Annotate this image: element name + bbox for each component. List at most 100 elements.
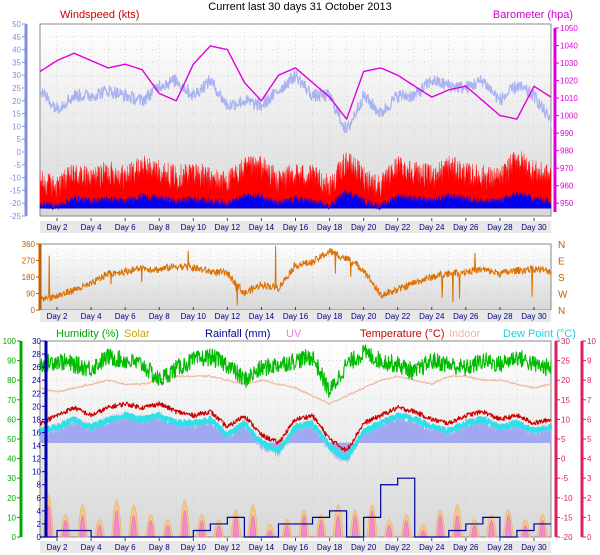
uv-peak (488, 520, 495, 538)
x-tick-label: Day 12 (215, 312, 241, 321)
wind-direction-series (39, 245, 552, 306)
uv-peak (385, 524, 393, 538)
x-tick-label: Day 14 (249, 223, 275, 232)
wind-axis-tick-label: -25 (9, 212, 21, 221)
wind-axis-tick-label: 15 (12, 110, 21, 119)
x-tick-label: Day 22 (385, 312, 411, 321)
rainfall-axis-tick-label: 24 (32, 376, 41, 385)
barometer-line (39, 45, 552, 120)
rainfall-axis-tick-label: 26 (32, 363, 41, 372)
temperature-axis-tick-label: -5 (561, 474, 569, 483)
x-tick-label: Day 28 (487, 312, 513, 321)
wind-axis-tick-label: 40 (12, 46, 21, 55)
wind-axis-tick-label: 30 (12, 71, 21, 80)
humidity-axis-tick-label: 100 (3, 337, 17, 346)
temperature-axis-tick-label: -10 (561, 494, 573, 503)
rainfall-axis-tick-label: 14 (32, 442, 41, 451)
dew-point-series-label: Dew Point (°C) (503, 328, 576, 340)
humidity-series-label: Humidity (%) (56, 328, 119, 340)
rainfall-axis-tick-label: 10 (32, 468, 41, 477)
x-tick-label: Day 20 (351, 312, 377, 321)
humidity-axis-tick-label: 50 (7, 435, 16, 444)
x-tick-label: Day 24 (419, 543, 445, 552)
panel1-x-band (40, 221, 551, 233)
x-tick-label: Day 16 (283, 543, 309, 552)
wind-average-area (39, 188, 552, 211)
barometer-series (39, 45, 552, 120)
x-tick-label: Day 8 (149, 312, 170, 321)
rainfall-axis-tick-label: 4 (37, 507, 42, 516)
uv-peak (79, 515, 86, 538)
uv-peak (232, 515, 240, 538)
x-tick-label: Day 8 (149, 223, 170, 232)
uv-peak (334, 515, 342, 538)
barometer-axis-tick-label: 1040 (560, 42, 578, 51)
barometer-axis-tick-label: 990 (560, 129, 574, 138)
dew-point-series (38, 411, 553, 461)
uv-axis-tick-label: 1 (587, 513, 592, 522)
direction-axis-tick-label: 180 (22, 273, 36, 282)
rainfall-axis-tick-label: 6 (37, 494, 42, 503)
rainfall-axis-tick-label: 28 (32, 350, 41, 359)
temperature-axis-tick-label: 5 (561, 435, 566, 444)
uv-axis-tick-label: 0 (587, 533, 592, 542)
barometer-axis-tick-label: 960 (560, 182, 574, 191)
direction-axis-tick-label: 90 (26, 290, 35, 299)
x-tick-label: Day 18 (317, 223, 343, 232)
uv-peak (283, 524, 291, 538)
temperature-axis-tick-label: 15 (561, 396, 570, 405)
rainfall-series-label: Rainfall (mm) (205, 328, 270, 340)
direction-axis-tick-label: 270 (22, 257, 36, 266)
wind-axis-tick-label: -5 (14, 161, 22, 170)
panel2-x-band (40, 310, 551, 322)
wind-average-series (39, 188, 552, 211)
panel1-x-axis: Day 2 Day 4 Day 6 Day 8 Day 10 Day 12 Day 14 Da… (40, 218, 551, 233)
uv-axis: 0 1 2 3 4 5 6 7 8 9 10 (580, 337, 596, 542)
barometer-axis-tick-label: 1000 (560, 112, 578, 121)
wind-axis-tick-label: 35 (12, 58, 21, 67)
x-tick-label: Day 26 (453, 223, 479, 232)
humidity-axis-tick-label: 10 (7, 513, 16, 522)
humidity-axis-tick-label: 70 (7, 396, 16, 405)
x-tick-label: Day 8 (149, 543, 170, 552)
uv-peak (300, 515, 308, 538)
rainfall-axis-tick-label: 22 (32, 389, 41, 398)
x-tick-label: Day 12 (215, 543, 241, 552)
x-tick-label: Day 10 (181, 543, 207, 552)
uv-axis-tick-label: 5 (587, 435, 592, 444)
barometer-axis: 950 960 970 980 990 1000 1010 1020 1030 1040 1050 (553, 24, 578, 212)
x-tick-label: Day 30 (521, 223, 547, 232)
x-tick-label: Day 6 (115, 312, 136, 321)
humidity-axis-tick-label: 0 (12, 533, 17, 542)
uv-peak (402, 520, 410, 538)
humidity-axis-tick-label: 30 (7, 474, 16, 483)
wind-axis-tick-label: -15 (9, 186, 21, 195)
x-tick-label: Day 18 (317, 312, 343, 321)
barometer-axis-tick-label: 1030 (560, 59, 578, 68)
temperature-series (39, 401, 552, 453)
barometer-axis-tick-label: 950 (560, 199, 574, 208)
uv-axis-tick-label: 4 (587, 455, 592, 464)
wind-series-label: Windspeed (kts) (60, 9, 139, 21)
x-tick-label: Day 30 (521, 543, 547, 552)
uv-axis-tick-label: 6 (587, 415, 592, 424)
barometer-axis-tick-label: 1010 (560, 94, 578, 103)
uv-axis-tick-label: 8 (587, 376, 592, 385)
x-tick-label: Day 6 (115, 543, 136, 552)
wind-axis-tick-label: 45 (12, 33, 21, 42)
humidity-axis-tick-label: 90 (7, 357, 16, 366)
barometer-axis-tick-label: 970 (560, 164, 574, 173)
rainfall-series (40, 477, 551, 538)
direction-axis-tick-label: 360 (22, 240, 36, 249)
x-tick-label: Day 14 (249, 312, 275, 321)
indoor-series (40, 374, 552, 405)
x-tick-label: Day 2 (47, 312, 68, 321)
x-tick-label: Day 24 (419, 223, 445, 232)
indoor-line (40, 374, 552, 405)
barometer-series-label: Barometer (hpa) (493, 9, 573, 21)
x-tick-label: Day 20 (351, 223, 377, 232)
temperature-line (39, 401, 552, 453)
x-tick-label: Day 4 (81, 312, 102, 321)
